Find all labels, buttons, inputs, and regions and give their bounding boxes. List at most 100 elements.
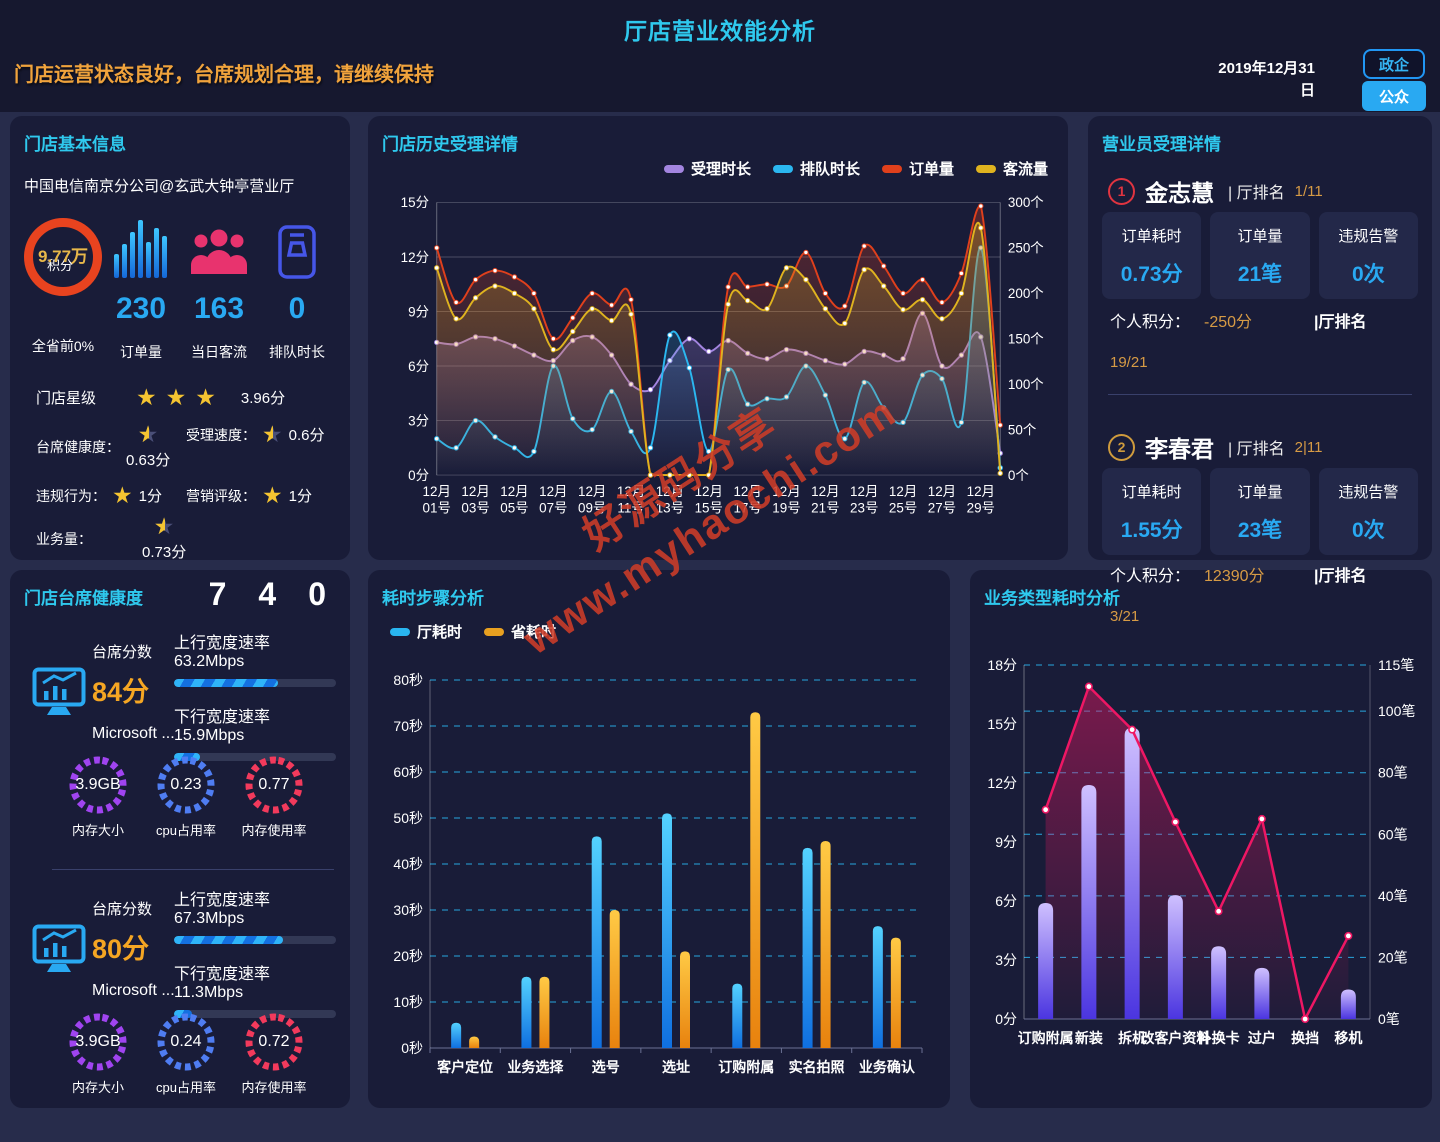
uplink-label: 上行宽度速率 (174, 635, 271, 652)
stat-card-label: 订单量 (1237, 484, 1283, 501)
rating-desk-health: 台席健康度： ★ ★ 0.63分 (36, 423, 186, 470)
rating-row-health-speed: 台席健康度： ★ ★ 0.63分 受理速度： ★ ★ 0.6分 (24, 423, 336, 470)
store-name: 中国电信南京分公司@玄武大钟亭营业厅 (24, 178, 295, 195)
svg-text:70秒: 70秒 (393, 718, 423, 734)
gauge-label: cpu占用率 (156, 1080, 216, 1095)
svg-text:业务确认: 业务确认 (859, 1059, 916, 1075)
svg-text:10秒: 10秒 (393, 994, 423, 1010)
legend-item[interactable]: 订单量 (881, 158, 954, 179)
uplink-value: 63.2Mbps (174, 653, 245, 670)
downlink-label: 下行宽度速率 (174, 709, 271, 726)
panel-store-info: 门店基本信息 中国电信南京分公司@玄武大钟亭营业厅 积分 9.77万 全省前0% (10, 116, 350, 562)
svg-text:100个: 100个 (1008, 377, 1044, 392)
svg-text:9分: 9分 (995, 834, 1017, 850)
svg-text:50个: 50个 (1008, 422, 1036, 437)
personal-score-value: 12390分 (1204, 568, 1265, 585)
legend-item[interactable]: 受理时长 (663, 158, 751, 179)
panel-title: 营业员受理详情 (1102, 135, 1221, 154)
dashed-ring-icon (157, 1013, 215, 1071)
desk-station-1: 台席分数 84分 Microsoft ... 上行宽度速率 63.2Mbps (24, 623, 336, 861)
svg-text:18分: 18分 (987, 657, 1017, 673)
rating-label: 业务量： (36, 530, 92, 547)
hall-rank-value: 2|11 (1294, 438, 1323, 456)
rating-row-violation-marketing: 违规行为： ★ 1分 营销评级： ★ 1分 (24, 484, 336, 507)
bar-chart-icon (102, 218, 180, 280)
person-name: 金志慧 (1145, 180, 1214, 206)
svg-text:40笔: 40笔 (1378, 888, 1408, 904)
svg-text:0分: 0分 (995, 1011, 1017, 1027)
score-rank-label: |厅排名 (1314, 314, 1367, 331)
svg-text:9分: 9分 (408, 304, 429, 319)
svg-text:3分: 3分 (995, 952, 1017, 968)
star-rating-label: 门店星级 (36, 390, 97, 407)
score-ring-gauge: 积分 9.77万 (24, 218, 102, 296)
hall-rank-label: | 厅排名 (1228, 441, 1285, 458)
history-chart-legend: 受理时长 排队时长 订单量 客流量 (663, 158, 1048, 179)
memory-size-gauge: 3.9GB 内存大小 (60, 753, 136, 839)
stat-card: 订单耗时 0.73分 (1102, 212, 1202, 299)
people-icon (180, 218, 258, 280)
cpu-usage-gauge: 0.23 cpu占用率 (148, 753, 224, 839)
rating-violation: 违规行为： ★ 1分 (36, 484, 186, 507)
cpu-usage-gauge: 0.24 cpu占用率 (148, 1010, 224, 1096)
gov-enterprise-button[interactable]: 政企 (1363, 49, 1425, 79)
svg-text:业务选择: 业务选择 (507, 1059, 564, 1075)
rating-star: ★ ★ (154, 515, 175, 538)
rating-volume: 业务量： ★ ★ 0.73分 (36, 515, 336, 562)
svg-text:订购附属: 订购附属 (1018, 1030, 1074, 1046)
svg-text:150个: 150个 (1008, 332, 1044, 347)
status-banner: 门店运营状态良好，台席规划合理，请继续保持 (14, 64, 434, 86)
legend-item[interactable]: 客流量 (975, 158, 1048, 179)
half-star-icon: ★ ★ (153, 513, 175, 539)
legend-item[interactable]: 排队时长 (772, 158, 860, 179)
svg-text:40秒: 40秒 (393, 856, 423, 872)
half-star-icon: ★ ★ (262, 421, 283, 447)
stat-card-value: 1.55分 (1120, 519, 1183, 542)
score-rank-value: 19/21 (1110, 354, 1148, 371)
queue-value: 0 (288, 292, 306, 325)
public-button[interactable]: 公众 (1362, 81, 1426, 111)
desk-score-value: 84分 (92, 677, 150, 707)
svg-text:客户定位: 客户定位 (436, 1059, 493, 1075)
rating-label: 营销评级： (186, 487, 256, 504)
personal-score-label: 个人积分： (1110, 568, 1191, 585)
monitor-icon (32, 667, 86, 715)
rating-value: 0.6分 (288, 427, 325, 444)
svg-text:50秒: 50秒 (393, 810, 423, 826)
svg-text:15分: 15分 (401, 195, 429, 210)
panel-title: 业务类型耗时分析 (984, 589, 1120, 608)
rating-label: 台席健康度： (36, 438, 120, 455)
svg-text:选号: 选号 (592, 1059, 620, 1075)
svg-text:20笔: 20笔 (1378, 949, 1408, 965)
gauge-label: 内存使用率 (241, 823, 307, 838)
star-icon: ★ (165, 384, 187, 410)
stat-card-label: 订单耗时 (1121, 484, 1182, 501)
svg-text:6分: 6分 (995, 893, 1017, 909)
visitors-stat: 163 当日客流 (180, 218, 258, 362)
svg-text:0个: 0个 (1008, 468, 1029, 483)
panel-title: 门店台席健康度 (24, 589, 143, 608)
gauge-label: 内存大小 (71, 1080, 124, 1095)
legend-item[interactable]: 厅耗时 (390, 621, 462, 642)
panel-title: 耗时步骤分析 (382, 589, 484, 608)
legend-item[interactable]: 省耗时 (484, 621, 556, 642)
svg-text:200个: 200个 (1008, 286, 1044, 301)
gauge-value: 0.77 (258, 776, 290, 793)
desk-counters: 7 4 0 (209, 576, 326, 613)
rating-value: 1分 (138, 488, 162, 505)
personal-score-value: -250分 (1204, 314, 1253, 331)
svg-text:115笔: 115笔 (1378, 657, 1414, 673)
uplink-label: 上行宽度速率 (174, 892, 271, 909)
stat-card-value: 23笔 (1237, 519, 1283, 542)
gauge-label: cpu占用率 (156, 823, 216, 838)
rating-value: 0.63分 (126, 452, 171, 469)
svg-text:过户: 过户 (1248, 1030, 1276, 1046)
svg-text:100笔: 100笔 (1378, 703, 1415, 719)
personal-score-label: 个人积分： (1110, 314, 1191, 331)
monitor-icon (32, 924, 86, 972)
